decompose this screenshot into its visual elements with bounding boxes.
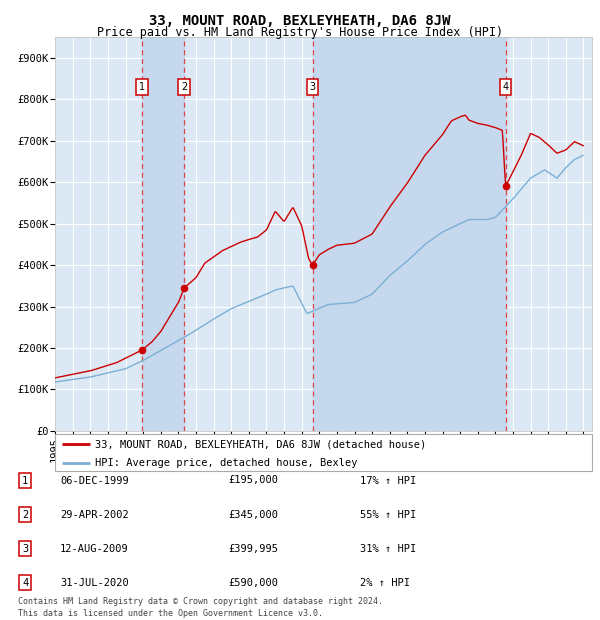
Text: 2% ↑ HPI: 2% ↑ HPI: [360, 578, 410, 588]
Text: £345,000: £345,000: [228, 510, 278, 520]
Text: 33, MOUNT ROAD, BEXLEYHEATH, DA6 8JW (detached house): 33, MOUNT ROAD, BEXLEYHEATH, DA6 8JW (de…: [95, 440, 427, 450]
Text: 4: 4: [503, 82, 509, 92]
Text: 31% ↑ HPI: 31% ↑ HPI: [360, 544, 416, 554]
Text: 2: 2: [22, 510, 28, 520]
Text: Price paid vs. HM Land Registry's House Price Index (HPI): Price paid vs. HM Land Registry's House …: [97, 26, 503, 39]
Text: Contains HM Land Registry data © Crown copyright and database right 2024.
This d: Contains HM Land Registry data © Crown c…: [18, 597, 383, 618]
Text: 55% ↑ HPI: 55% ↑ HPI: [360, 510, 416, 520]
Text: 1: 1: [22, 476, 28, 485]
Text: 06-DEC-1999: 06-DEC-1999: [60, 476, 129, 485]
Text: HPI: Average price, detached house, Bexley: HPI: Average price, detached house, Bexl…: [95, 458, 358, 468]
Text: 2: 2: [181, 82, 187, 92]
Text: £195,000: £195,000: [228, 476, 278, 485]
Text: 33, MOUNT ROAD, BEXLEYHEATH, DA6 8JW: 33, MOUNT ROAD, BEXLEYHEATH, DA6 8JW: [149, 14, 451, 28]
Text: 31-JUL-2020: 31-JUL-2020: [60, 578, 129, 588]
Text: £399,995: £399,995: [228, 544, 278, 554]
Bar: [142, 37, 184, 431]
Text: £590,000: £590,000: [228, 578, 278, 588]
Text: 17% ↑ HPI: 17% ↑ HPI: [360, 476, 416, 485]
Text: 12-AUG-2009: 12-AUG-2009: [60, 544, 129, 554]
Text: 1: 1: [139, 82, 145, 92]
Text: 3: 3: [22, 544, 28, 554]
Bar: [313, 37, 506, 431]
Text: 4: 4: [22, 578, 28, 588]
Text: 29-APR-2002: 29-APR-2002: [60, 510, 129, 520]
Text: 3: 3: [310, 82, 316, 92]
